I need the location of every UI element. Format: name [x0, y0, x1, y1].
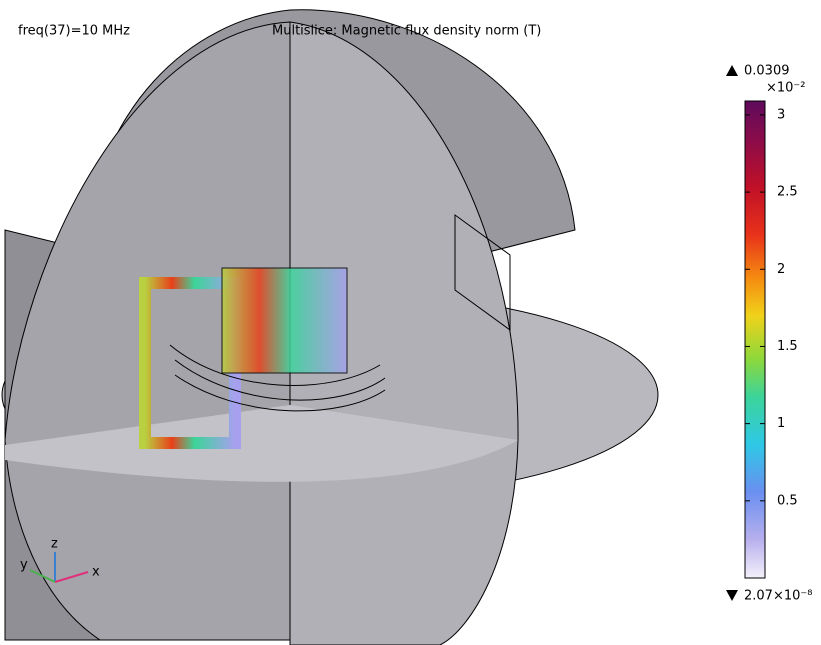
- y-label: y: [20, 558, 28, 573]
- axis-triad: [29, 552, 89, 583]
- y-axis: [29, 569, 56, 583]
- tick-label: 1.5: [777, 339, 798, 354]
- tick-label: 0.5: [777, 493, 798, 508]
- tick-label: 1: [777, 416, 785, 431]
- tick-label: 2.5: [777, 185, 798, 200]
- min-label: 2.07×10⁻⁸: [744, 589, 812, 604]
- z-label: z: [51, 537, 58, 552]
- plot-title: Multislice: Magnetic flux density norm (…: [272, 24, 541, 39]
- x-label: x: [92, 565, 100, 580]
- tick-label: 3: [777, 107, 785, 122]
- x-axis: [54, 571, 89, 583]
- min-marker: [726, 590, 738, 601]
- max-label: 0.0309: [744, 64, 790, 79]
- scene: [1, 9, 659, 645]
- tick-label: 2: [777, 262, 785, 277]
- colorbar-ticks: 0.5 1 1.5 2 2.5 3: [745, 107, 798, 508]
- colorbar: [744, 100, 766, 579]
- multiplier: ×10⁻²: [766, 81, 806, 96]
- freq-label: freq(37)=10 MHz: [18, 24, 130, 39]
- max-marker: [726, 65, 738, 76]
